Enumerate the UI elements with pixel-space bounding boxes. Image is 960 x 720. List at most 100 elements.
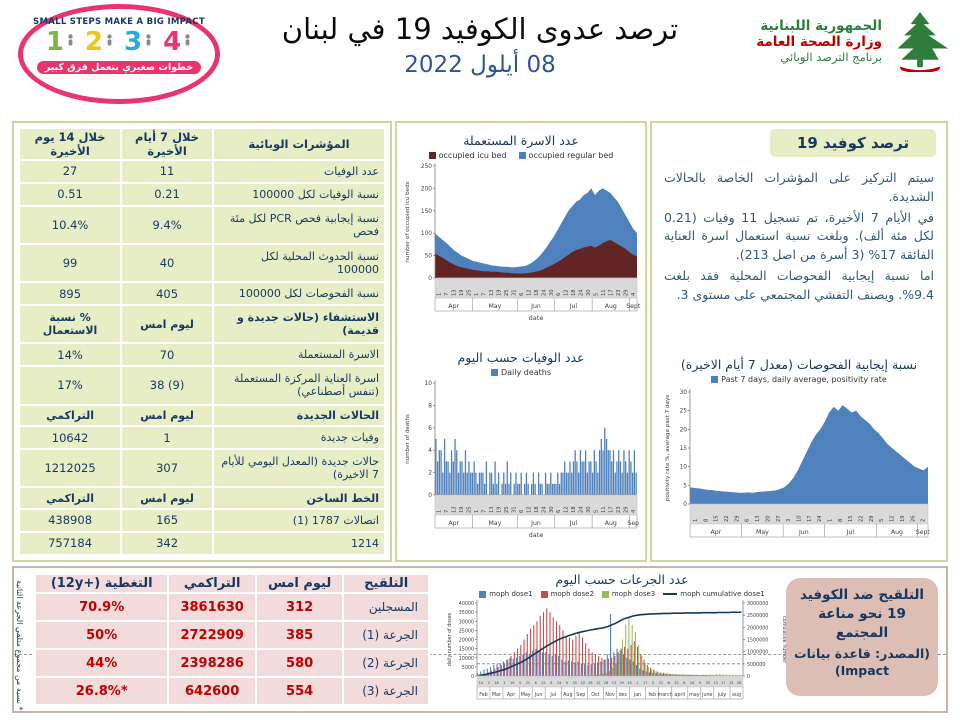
svg-text:Nov: Nov bbox=[605, 692, 615, 698]
svg-text:1: 1 bbox=[827, 519, 833, 522]
svg-text:cumulative number: cumulative number bbox=[781, 616, 787, 663]
svg-text:6: 6 bbox=[535, 681, 537, 685]
svg-text:25: 25 bbox=[466, 506, 472, 513]
table-value-cell: 385 bbox=[254, 620, 345, 650]
svg-text:29: 29 bbox=[624, 506, 630, 513]
table-header-cell: التلقيح bbox=[342, 573, 430, 594]
svg-text:8: 8 bbox=[428, 403, 432, 409]
svg-text:18: 18 bbox=[494, 681, 498, 685]
svg-text:May: May bbox=[488, 303, 501, 310]
svg-text:25: 25 bbox=[573, 681, 577, 685]
svg-text:5: 5 bbox=[683, 483, 687, 489]
svg-text:6: 6 bbox=[519, 509, 525, 512]
table-value-cell: 642600 bbox=[167, 676, 257, 706]
table-value-cell: ليوم امس bbox=[120, 304, 214, 345]
svg-text:13: 13 bbox=[755, 515, 761, 522]
svg-text:5: 5 bbox=[519, 681, 521, 685]
svg-text:2: 2 bbox=[488, 681, 490, 685]
svg-text:4: 4 bbox=[631, 509, 637, 513]
table-row: المسجلين 312 3861630 70.9% bbox=[33, 592, 430, 622]
svg-text:21: 21 bbox=[659, 681, 663, 685]
svg-text:26: 26 bbox=[910, 515, 916, 522]
svg-text:10000: 10000 bbox=[459, 656, 474, 662]
svg-text:12: 12 bbox=[890, 515, 896, 522]
beds-chart-legend: occupied icu bed occupied regular bed bbox=[399, 151, 643, 160]
table-header-cell: خلال 14 يوم الأخيرة bbox=[17, 127, 123, 161]
svg-text:35000: 35000 bbox=[459, 610, 474, 616]
deaths-chart-legend: Daily deaths bbox=[399, 368, 643, 377]
surveillance-panel: ترصد كوفيد 19 سيتم التركيز على المؤشرات … bbox=[650, 121, 948, 562]
svg-text:Apr: Apr bbox=[507, 692, 515, 698]
table-header-row: التلقيح ليوم امس التراكمي التغطية (+12y) bbox=[33, 573, 430, 594]
svg-text:5000: 5000 bbox=[462, 665, 474, 671]
svg-text:29: 29 bbox=[734, 515, 740, 522]
table-header-cell: خلال 7 أيام الأخيرة bbox=[120, 127, 214, 161]
svg-text:5: 5 bbox=[594, 509, 600, 512]
svg-text:Jun: Jun bbox=[530, 303, 541, 310]
svg-text:8: 8 bbox=[683, 681, 685, 685]
svg-text:13: 13 bbox=[612, 681, 616, 685]
table-label-cell: الجرعة (1) bbox=[342, 620, 430, 650]
table-header-row: المؤشرات الوبائية خلال 7 أيام الأخيرة خلال… bbox=[17, 127, 387, 161]
legend-label: moph dose1 bbox=[489, 590, 533, 598]
svg-text:31: 31 bbox=[511, 289, 517, 296]
svg-text:500000: 500000 bbox=[747, 662, 765, 668]
svg-text:1: 1 bbox=[693, 519, 699, 522]
svg-text:0: 0 bbox=[471, 674, 474, 680]
svg-text:May: May bbox=[756, 529, 769, 536]
badge-slogan-en: SMALL STEPS MAKE A BIG IMPACT bbox=[33, 17, 205, 27]
svg-text:2: 2 bbox=[428, 470, 432, 476]
svg-text:7: 7 bbox=[481, 509, 487, 512]
svg-text:28: 28 bbox=[604, 681, 608, 685]
svg-text:Apr: Apr bbox=[448, 520, 459, 527]
svg-text:12: 12 bbox=[526, 289, 532, 296]
legend-item: moph dose2 bbox=[540, 590, 594, 598]
svg-text:100: 100 bbox=[421, 231, 432, 237]
svg-text:18: 18 bbox=[534, 289, 540, 296]
table-value-cell: 9.4% bbox=[120, 204, 214, 246]
svg-text:Aug: Aug bbox=[605, 520, 617, 527]
beds-chart-title: عدد الاسرة المستعملة bbox=[463, 133, 579, 148]
table-row: الجرعة (3) 554 642600 26.8%* bbox=[33, 676, 430, 706]
svg-text:Oct: Oct bbox=[591, 692, 599, 698]
table-label-cell: الجرعة (3) bbox=[342, 676, 430, 706]
svg-text:Mar: Mar bbox=[492, 692, 501, 698]
table-value-cell: 44% bbox=[33, 648, 170, 678]
svg-text:Jul: Jul bbox=[569, 303, 578, 310]
table-row: الجرعة (1) 385 2722909 50% bbox=[33, 620, 430, 650]
table-value-cell: 11 bbox=[120, 159, 214, 184]
table-value-cell: 99 bbox=[17, 243, 123, 284]
table-value-cell: 165 bbox=[120, 508, 214, 533]
svg-text:10: 10 bbox=[796, 515, 802, 522]
table-row: نسبة الفحوصات لكل 100000 405 895 bbox=[17, 281, 387, 307]
svg-text:Apr: Apr bbox=[711, 529, 722, 536]
svg-text:Sept: Sept bbox=[916, 529, 931, 536]
svg-text:12: 12 bbox=[564, 506, 570, 513]
svg-text:Feb: Feb bbox=[479, 692, 488, 698]
svg-text:18: 18 bbox=[571, 289, 577, 296]
svg-text:12: 12 bbox=[729, 681, 733, 685]
legend-swatch bbox=[711, 376, 719, 383]
vaccination-info-title: التلقيح ضد الكوفيد 19 نحو مناعة المجتمع bbox=[799, 587, 925, 641]
svg-text:1: 1 bbox=[474, 509, 480, 512]
surveillance-panel-title: ترصد كوفيد 19 bbox=[770, 129, 936, 157]
svg-text:2: 2 bbox=[921, 519, 927, 522]
svg-text:May: May bbox=[521, 692, 531, 698]
svg-text:25: 25 bbox=[466, 289, 472, 296]
legend-item: moph dose1 bbox=[479, 590, 533, 598]
vaccination-footnote: * نسبة من مجموع متلقي الجرعة الثانية bbox=[15, 579, 24, 710]
svg-text:Jun: Jun bbox=[534, 692, 543, 698]
svg-text:number of occupied icu beds: number of occupied icu beds bbox=[405, 181, 411, 262]
svg-text:22: 22 bbox=[859, 515, 865, 522]
vaccination-table-head: التلقيح ليوم امس التراكمي التغطية (+12y) bbox=[33, 573, 430, 594]
svg-text:27: 27 bbox=[776, 515, 782, 522]
table-label-cell: نسبة الفحوصات لكل 100000 bbox=[211, 281, 387, 307]
svg-text:4: 4 bbox=[428, 448, 432, 454]
svg-text:25: 25 bbox=[680, 409, 688, 415]
svg-text:6: 6 bbox=[428, 425, 432, 431]
svg-text:10: 10 bbox=[680, 465, 688, 471]
svg-text:3: 3 bbox=[786, 519, 792, 522]
